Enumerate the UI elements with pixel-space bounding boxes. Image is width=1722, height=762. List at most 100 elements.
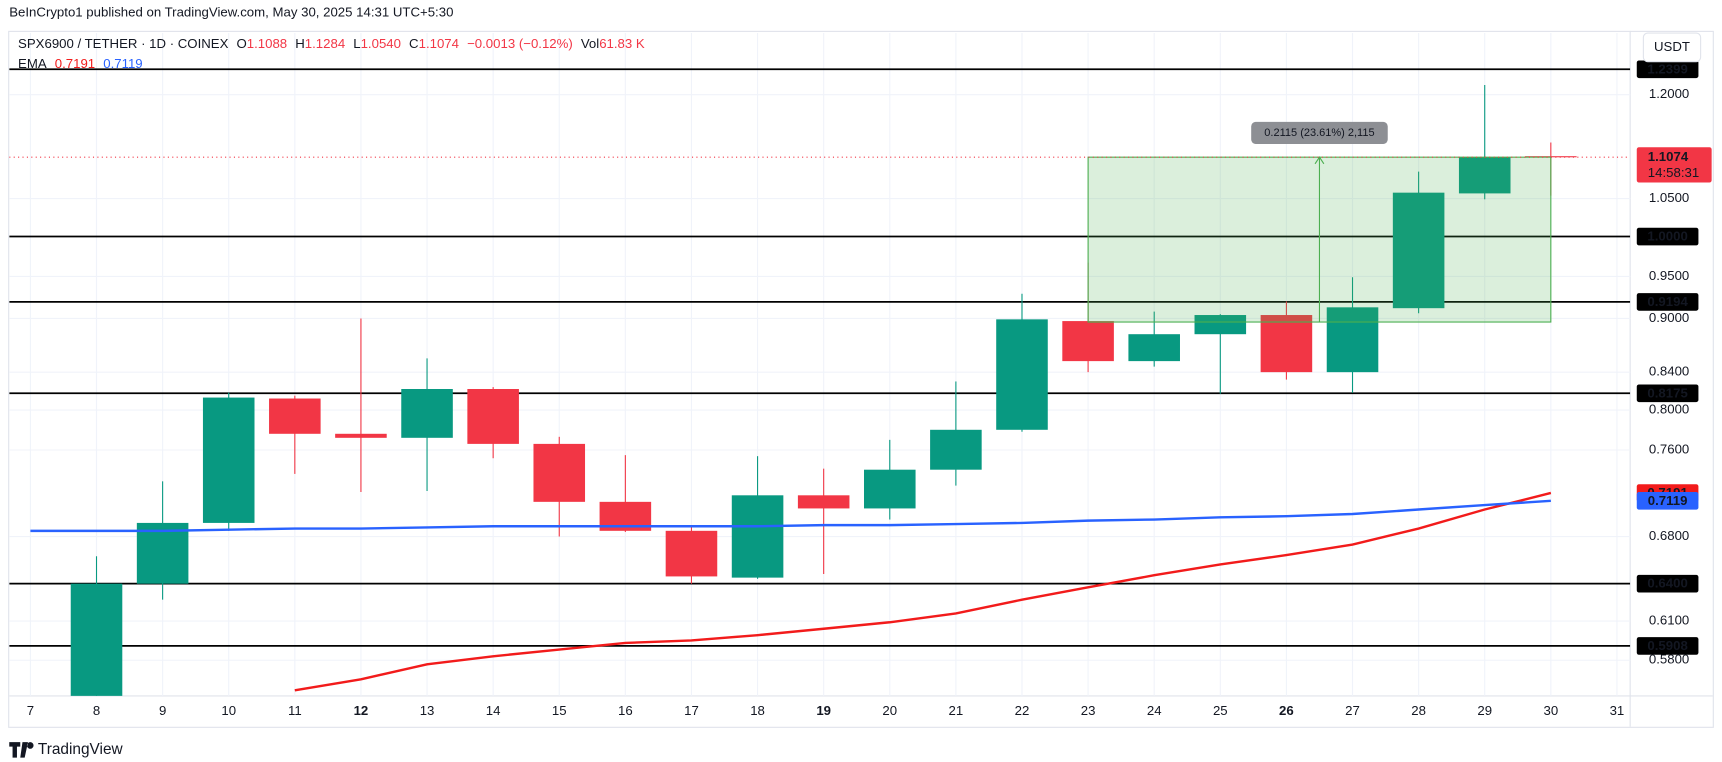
- level-label: 0.6400: [1647, 576, 1687, 591]
- candle-body: [335, 433, 387, 438]
- ema-line: [30, 499, 1551, 533]
- x-tick-label: 8: [93, 703, 100, 718]
- candle-body: [533, 443, 586, 502]
- candle-body: [1062, 321, 1114, 362]
- ema-label: 0.7119: [1648, 493, 1688, 508]
- ohlc-key: O: [236, 37, 246, 52]
- level-label-bg: [1636, 637, 1699, 655]
- x-tick-label: 28: [1411, 703, 1426, 718]
- candle-body: [70, 583, 123, 696]
- ema-value: 0.7119: [103, 56, 142, 71]
- level-label: 0.8175: [1647, 385, 1687, 400]
- x-tick-label: 17: [684, 703, 699, 718]
- x-tick-label: 30: [1543, 703, 1558, 718]
- y-tick-label: 0.7600: [1649, 441, 1689, 456]
- candle-body: [269, 398, 321, 434]
- x-tick-label: 13: [420, 703, 435, 718]
- level-label: 1.2399: [1647, 61, 1687, 76]
- x-tick-label: 10: [221, 703, 236, 718]
- ohlc-value: 1.1284: [305, 37, 345, 52]
- measure-label: 0.2115 (23.61%) 2,115: [1264, 127, 1374, 139]
- measure-arrow: [1314, 156, 1325, 323]
- footer: TradingView: [38, 741, 124, 758]
- axes: 0.5800 0.6100 0.6800 0.7600 0.8000 0.8400 0.90…: [27, 60, 1712, 718]
- level-label: 0.5908: [1647, 638, 1687, 653]
- level-label-bg: [1636, 60, 1699, 79]
- x-tick-label: 14: [486, 703, 501, 718]
- ema-line: [294, 491, 1552, 692]
- plot-area: [9, 68, 1631, 696]
- x-tick-label: 7: [27, 703, 34, 718]
- level-label: 0.9194: [1647, 294, 1688, 309]
- candle-body: [136, 522, 189, 584]
- x-tick-label: 20: [882, 703, 897, 718]
- y-tick-label: 0.8400: [1649, 364, 1689, 379]
- x-tick-label: 9: [159, 703, 166, 718]
- candle-body: [1128, 334, 1180, 362]
- y-tick-label: 0.6100: [1649, 613, 1689, 628]
- ohlc-value: 1.1088: [247, 37, 287, 52]
- change: −0.0013 (−0.12%): [467, 37, 573, 52]
- measure-label-bg: [1251, 121, 1388, 144]
- candle-body: [731, 495, 784, 578]
- x-tick-label: 15: [552, 703, 567, 718]
- price-label: 1.1074: [1648, 149, 1689, 164]
- x-tick-label: 22: [1015, 703, 1030, 718]
- candle-body: [1326, 307, 1379, 373]
- candle-body: [996, 319, 1048, 430]
- x-tick-label: 19: [816, 703, 831, 718]
- x-tick-label: 16: [618, 703, 633, 718]
- x-tick-label: 29: [1477, 703, 1492, 718]
- level-label-bg: [1636, 227, 1699, 246]
- currency[interactable]: USDT: [1654, 39, 1690, 54]
- x-tick-label: 11: [288, 703, 302, 718]
- y-tick-label: 0.6800: [1649, 528, 1689, 543]
- y-tick-label: 0.9000: [1649, 310, 1689, 325]
- ohlc-value: 1.1074: [419, 37, 459, 52]
- currency-button[interactable]: [1642, 32, 1702, 63]
- x-tick-label: 26: [1279, 703, 1294, 718]
- candle-body: [863, 469, 916, 509]
- candle-body: [401, 388, 453, 438]
- candle-body: [1392, 192, 1445, 309]
- y-tick-label: 0.9500: [1649, 268, 1689, 283]
- level-label: 1.0000: [1647, 229, 1687, 244]
- y-tick-label: 1.2000: [1649, 86, 1689, 101]
- x-tick-label: 31: [1610, 703, 1625, 718]
- legend-main: SPX6900 / TETHER · 1D · COINEX O1.1088 H…: [18, 37, 645, 52]
- level-label-bg: [1636, 574, 1699, 593]
- y-tick-label: 0.5800: [1649, 652, 1689, 667]
- candle-body: [797, 495, 850, 509]
- ohlc-key: C: [409, 37, 419, 52]
- price-label-bg: [1636, 147, 1712, 183]
- y-tick-label: 1.0500: [1649, 190, 1689, 205]
- ema-value: 0.7191: [55, 56, 95, 71]
- candle-body: [1194, 315, 1247, 335]
- level-label-bg: [1636, 384, 1699, 403]
- attribution: BeInCrypto1 published on TradingView.com…: [9, 5, 453, 20]
- countdown: 14:58:31: [1648, 165, 1699, 180]
- ohlc-key: L: [353, 37, 360, 52]
- ema-key: EMA: [18, 56, 47, 71]
- candle-body: [665, 530, 718, 577]
- x-tick-label: 24: [1147, 703, 1162, 718]
- x-tick-label: 25: [1213, 703, 1228, 718]
- chart-frame: [8, 30, 1714, 728]
- candle-body: [1260, 315, 1313, 373]
- logo-icon: [9, 742, 34, 758]
- candle-body: [930, 429, 982, 470]
- ohlc-value: 1.0540: [361, 37, 401, 52]
- vol-key: Vol: [581, 37, 599, 52]
- symbol: SPX6900 / TETHER · 1D · COINEX: [18, 37, 229, 52]
- level-label-bg: [1636, 293, 1699, 311]
- x-tick-label: 12: [354, 703, 369, 718]
- candle-body: [467, 388, 519, 444]
- y-tick-label: 0.8000: [1649, 402, 1689, 417]
- ohlc-key: H: [295, 37, 305, 52]
- x-tick-label: 18: [750, 703, 765, 718]
- legend-ema: EMA 0.7191 0.7119: [18, 56, 143, 71]
- ema-label-bg: [1636, 492, 1699, 510]
- vol-value: 61.83 K: [599, 37, 645, 52]
- x-tick-label: 23: [1081, 703, 1096, 718]
